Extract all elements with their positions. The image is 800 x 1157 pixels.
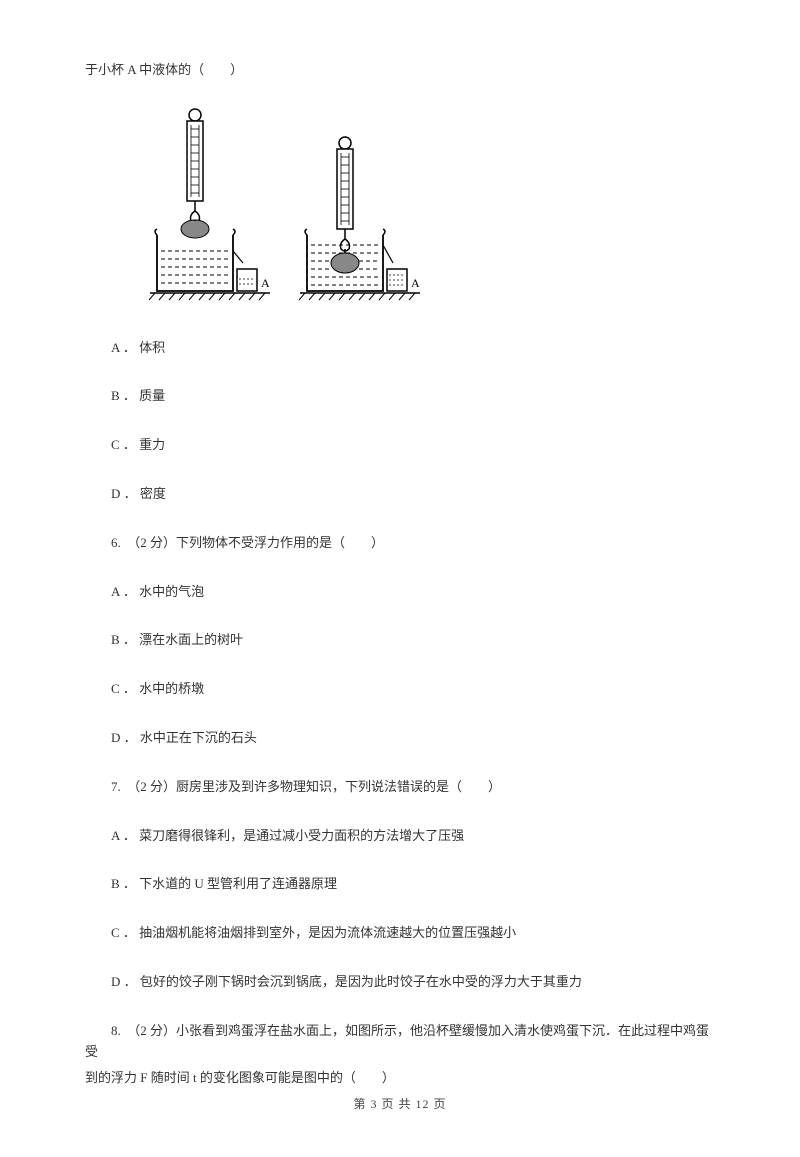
q6-option-c: C ． 水中的桥墩 [85, 679, 715, 700]
buoyancy-diagram-icon: A [145, 103, 425, 303]
q7-option-a: A ． 菜刀磨得很锋利，是通过减小受力面积的方法增大了压强 [85, 826, 715, 847]
page-footer: 第 3 页 共 12 页 [0, 1095, 800, 1114]
q5-option-b: B ． 质量 [85, 386, 715, 407]
cup-a-label-left: A [261, 276, 270, 290]
q5-option-d: D ． 密度 [85, 484, 715, 505]
q6-option-b: B ． 漂在水面上的树叶 [85, 630, 715, 651]
experiment-figure: A [145, 103, 715, 310]
q7-option-d: D ． 包好的饺子刚下锅时会沉到锅底，是因为此时饺子在水中受的浮力大于其重力 [85, 972, 715, 993]
q7-option-b: B ． 下水道的 U 型管利用了连通器原理 [85, 874, 715, 895]
q8-stem-line1: 8. （2 分）小张看到鸡蛋浮在盐水面上，如图所示，他沿杯壁缓慢加入清水使鸡蛋下… [85, 1021, 715, 1063]
q5-option-a: A ． 体积 [85, 338, 715, 359]
q5-fragment: 于小杯 A 中液体的（ ） [85, 60, 715, 81]
q5-option-c: C ． 重力 [85, 435, 715, 456]
page-content: 于小杯 A 中液体的（ ） [0, 0, 800, 1157]
q8-stem-line2: 到的浮力 F 随时间 t 的变化图象可能是图中的（ ） [85, 1068, 715, 1089]
q6-option-a: A ． 水中的气泡 [85, 582, 715, 603]
q6-stem: 6. （2 分）下列物体不受浮力作用的是（ ） [85, 533, 715, 554]
cup-a-label-right: A [411, 276, 420, 290]
q7-stem: 7. （2 分）厨房里涉及到许多物理知识，下列说法错误的是（ ） [85, 777, 715, 798]
q7-option-c: C ． 抽油烟机能将油烟排到室外，是因为流体流速越大的位置压强越小 [85, 923, 715, 944]
q6-option-d: D ． 水中正在下沉的石头 [85, 728, 715, 749]
